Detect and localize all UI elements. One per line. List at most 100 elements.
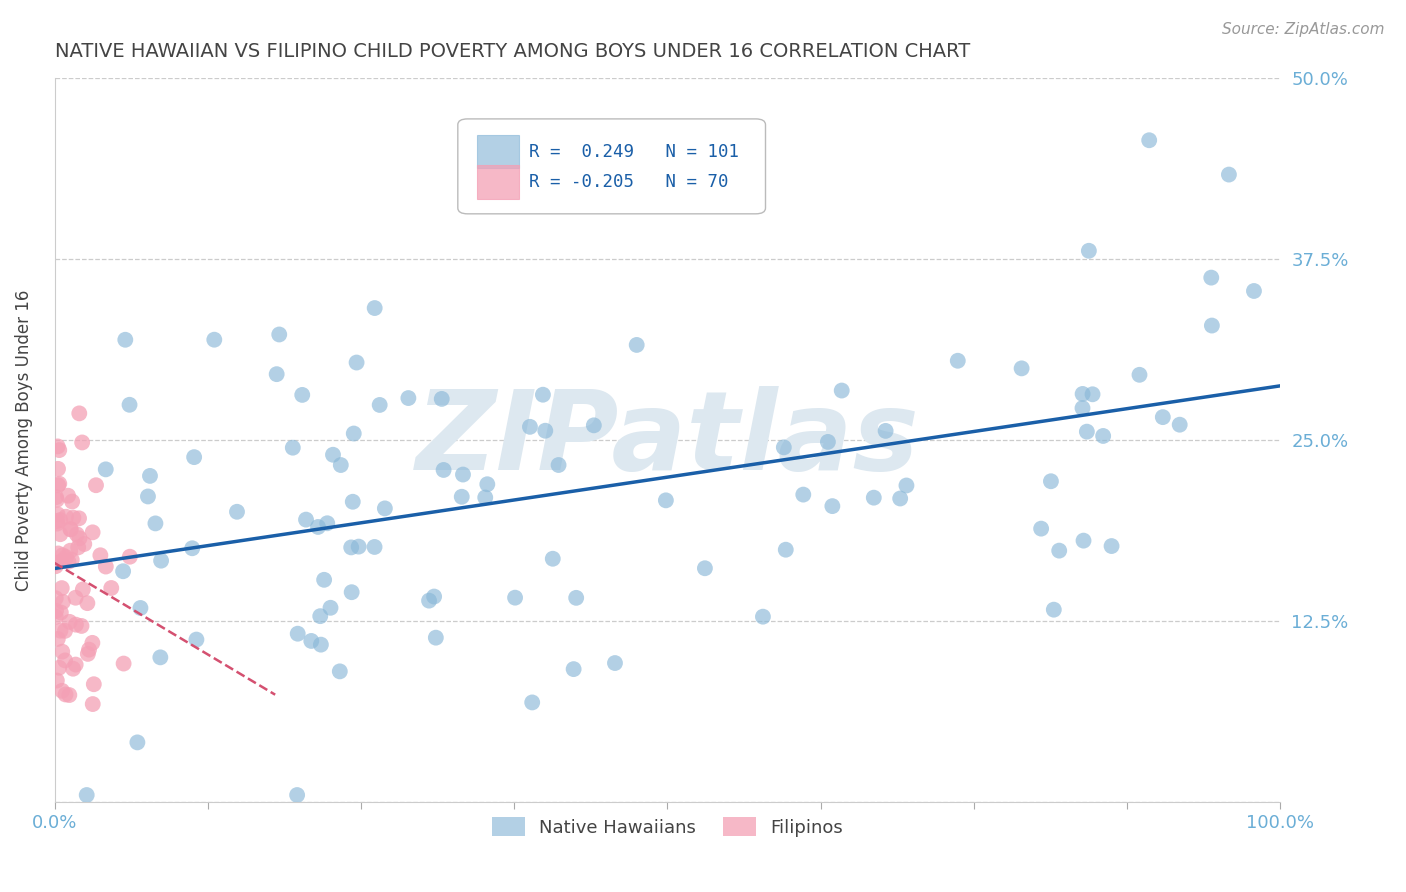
Point [53,624,76,638]
Point [266,367,288,381]
Point [1047,543,1070,558]
Point [1011,361,1033,376]
Point [100,581,122,595]
Point [896,478,918,492]
Point [55,688,77,702]
Point [89,548,111,562]
Point [94,559,117,574]
Point [65,617,87,632]
Point [547,458,569,472]
Point [299,634,322,648]
Point [430,392,453,406]
Point [67,406,90,420]
Point [655,493,678,508]
Point [76,788,98,802]
Text: NATIVE HAWAIIAN VS FILIPINO CHILD POVERTY AMONG BOYS UNDER 16 CORRELATION CHART: NATIVE HAWAIIAN VS FILIPINO CHILD POVERT… [55,42,970,61]
Point [46,516,69,531]
Point [474,491,496,505]
Point [519,420,541,434]
Point [51,581,73,595]
Point [136,490,159,504]
Y-axis label: Child Poverty Among Boys Under 16: Child Poverty Among Boys Under 16 [15,289,32,591]
Point [309,609,332,624]
Point [51,645,73,659]
Point [55,509,77,524]
Point [53,653,76,667]
Point [433,463,456,477]
Point [181,541,204,556]
Point [340,585,363,599]
Point [423,590,446,604]
Point [45,604,67,618]
Point [45,490,67,504]
Point [58,688,80,702]
Point [45,492,67,507]
Point [374,501,396,516]
Point [183,450,205,464]
Point [817,434,839,449]
Point [226,505,249,519]
Point [1039,475,1062,489]
Point [1071,387,1094,401]
Point [60,494,83,508]
Point [1218,168,1240,182]
Point [58,615,80,629]
Point [875,424,897,438]
Point [76,647,98,661]
Point [70,619,93,633]
Point [112,657,135,671]
Point [202,333,225,347]
Point [60,552,83,566]
Point [425,631,447,645]
Point [127,735,149,749]
Point [62,510,84,524]
FancyBboxPatch shape [458,119,765,214]
Point [45,556,67,570]
Point [59,522,82,536]
Point [1029,522,1052,536]
Point [77,642,100,657]
Point [1077,244,1099,258]
Point [792,487,814,501]
Point [49,513,72,527]
Text: Source: ZipAtlas.com: Source: ZipAtlas.com [1222,22,1385,37]
Point [56,489,79,503]
Point [1168,417,1191,432]
Point [1199,270,1222,285]
Point [862,491,884,505]
Point [346,355,368,369]
Point [150,554,173,568]
Point [281,441,304,455]
Point [418,593,440,607]
Point [186,632,208,647]
Point [49,554,72,568]
Point [347,540,370,554]
Point [342,495,364,509]
Point [83,677,105,691]
Point [94,462,117,476]
Point [450,490,472,504]
Point [291,388,314,402]
Point [49,624,72,638]
Point [82,697,104,711]
Point [269,327,291,342]
Point [82,525,104,540]
Point [46,439,69,453]
Point [1201,318,1223,333]
Point [1092,429,1115,443]
Point [84,478,107,492]
Point [46,508,69,522]
Point [562,662,585,676]
Point [114,333,136,347]
Point [329,665,352,679]
Point [693,561,716,575]
Point [889,491,911,506]
Point [319,600,342,615]
Point [45,591,67,606]
Point [69,531,91,545]
Point [1243,284,1265,298]
Point [534,424,557,438]
Point [307,520,329,534]
Point [752,609,775,624]
Point [522,695,544,709]
